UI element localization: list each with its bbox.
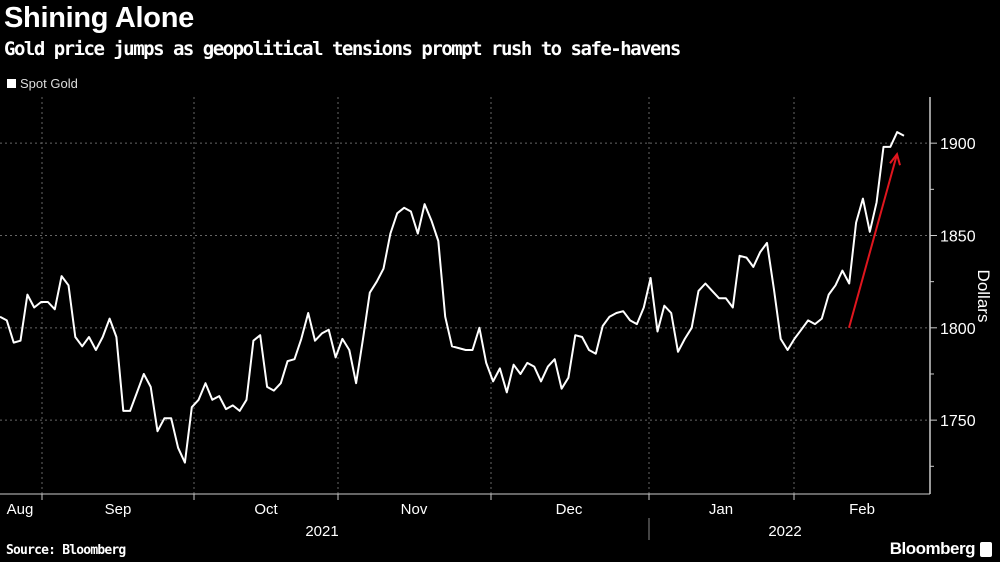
source-note: Source: Bloomberg bbox=[6, 543, 126, 558]
x-tick-label: Oct bbox=[254, 501, 278, 518]
x-tick-label: Aug bbox=[7, 501, 34, 518]
x-tick-label: Nov bbox=[401, 501, 428, 518]
terminal-icon bbox=[980, 541, 992, 557]
axes: 1750 1800 1850 1900 Dollars Aug Sep Oct Nov Dec Ja… bbox=[0, 97, 993, 540]
x-tick-label: Sep bbox=[105, 501, 132, 518]
grid bbox=[0, 97, 930, 494]
red-arrow-shaft bbox=[848, 153, 898, 329]
legend-label: Spot Gold bbox=[20, 76, 78, 91]
year-label: 2021 bbox=[305, 523, 338, 540]
brand-text: Bloomberg bbox=[889, 539, 976, 558]
series-layer bbox=[0, 131, 905, 464]
x-tick-label: Feb bbox=[849, 501, 875, 518]
y-tick-label: 1750 bbox=[940, 413, 976, 430]
chart-title: Shining Alone bbox=[4, 2, 194, 34]
legend-swatch bbox=[7, 79, 16, 88]
y-tick-label: 1900 bbox=[940, 136, 976, 153]
y-axis-label: Dollars bbox=[974, 270, 993, 323]
x-tick-label: Jan bbox=[709, 501, 733, 518]
series-line-spot-gold bbox=[0, 131, 905, 464]
year-label: 2022 bbox=[768, 523, 801, 540]
chart-subtitle: Gold price jumps as geopolitical tension… bbox=[4, 38, 681, 60]
legend: Spot Gold bbox=[7, 76, 78, 91]
red-arrow-head-icon bbox=[889, 152, 901, 166]
bloomberg-logo: Bloomberg bbox=[890, 539, 992, 559]
y-tick-label: 1850 bbox=[940, 228, 976, 245]
x-tick-label: Dec bbox=[556, 501, 583, 518]
annotation-layer bbox=[848, 152, 901, 329]
y-tick-label: 1800 bbox=[940, 321, 976, 338]
